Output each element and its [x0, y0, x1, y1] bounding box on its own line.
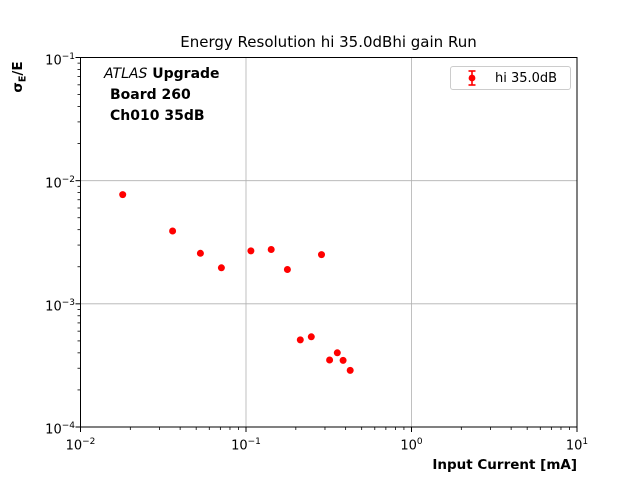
data-point [283, 266, 291, 273]
data-point [318, 251, 325, 259]
annotation-atlas: ATLAS [104, 66, 148, 82]
x-tick-label: 10−1 [231, 437, 261, 454]
annotation-upgrade: Upgrade [152, 66, 220, 82]
data-point [169, 227, 177, 235]
data-point [196, 249, 204, 257]
legend: hi 35.0dB [450, 66, 571, 90]
x-tick-label: 101 [565, 437, 589, 454]
y-axis-label: σE/E [10, 60, 29, 94]
data-point [307, 333, 315, 341]
annotation-line-3: Ch010 35dB [110, 108, 205, 124]
y-tick-label: 10−1 [45, 51, 75, 68]
y-tick-label: 10−4 [45, 421, 75, 438]
data-point [247, 247, 255, 255]
x-tick-label: 100 [400, 437, 423, 454]
y-axis-label-sigma: σ [10, 82, 26, 93]
y-tick-label: 10−2 [45, 174, 75, 191]
x-axis-label: Input Current [mA] [432, 457, 577, 473]
annotation-line-2: Board 260 [110, 87, 191, 103]
y-axis-label-sub: E [17, 75, 29, 83]
data-point [296, 336, 304, 344]
data-point [119, 191, 127, 199]
data-point [217, 264, 225, 272]
annotation-line-1: ATLAS Upgrade [104, 64, 220, 85]
data-point [267, 246, 275, 253]
data-point [339, 356, 347, 364]
data-point [326, 356, 334, 364]
chart-title: Energy Resolution hi 35.0dBhi gain Run [180, 33, 477, 51]
x-tick-label: 10−2 [65, 437, 96, 454]
y-axis-label-rest: /E [10, 61, 26, 76]
errorbar-marker-icon [468, 70, 476, 86]
data-point [333, 349, 341, 357]
annotation-block: ATLAS Upgrade Board 260 Ch010 35dB [104, 64, 220, 127]
data-point [346, 366, 354, 374]
legend-label: hi 35.0dB [495, 70, 558, 86]
y-tick-label: 10−3 [45, 297, 75, 315]
axes-frame [80, 57, 578, 428]
